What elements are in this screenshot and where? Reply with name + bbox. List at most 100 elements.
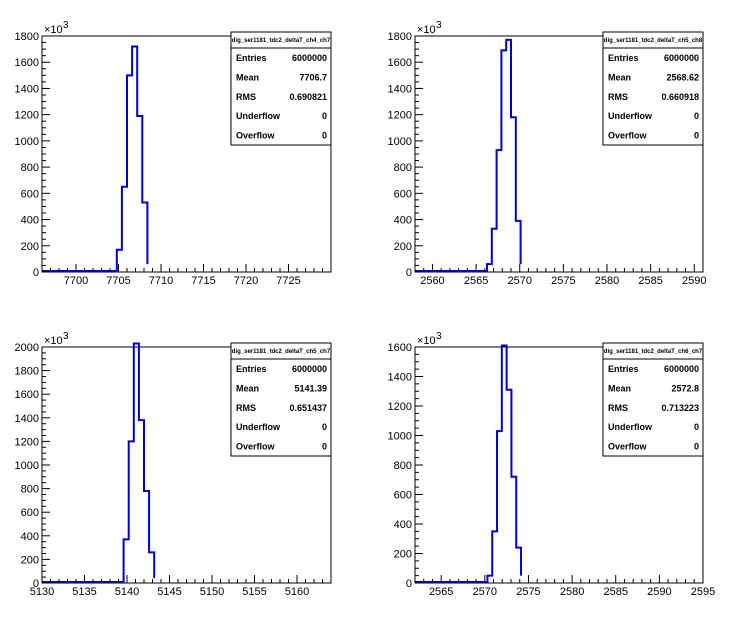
y-tick-label: 1400 — [388, 83, 412, 95]
y-tick-label: 600 — [394, 490, 412, 502]
stats-label-overflow: Overflow — [236, 442, 276, 452]
x-tick-label: 2585 — [603, 586, 627, 598]
y-tick-label: 1400 — [15, 83, 39, 95]
y-tick-label: 1000 — [15, 136, 39, 148]
y-tick-label: 200 — [394, 549, 412, 561]
stats-value-rms: 0.690821 — [289, 92, 327, 102]
histogram-line — [415, 344, 523, 583]
stats-title: dig_ser1181_tdc2_deltaT_ch5_ch8 — [604, 38, 703, 44]
y-tick-label: 1800 — [15, 31, 39, 43]
x-tick-label: 2570 — [507, 275, 531, 287]
stats-value-overflow: 0 — [322, 131, 327, 141]
y-tick-label: 600 — [394, 188, 412, 200]
y-tick-label: 2000 — [15, 342, 39, 354]
stats-value-entries: 6000000 — [664, 53, 699, 63]
y-tick-label: 0 — [33, 267, 39, 279]
stats-label-mean: Mean — [608, 383, 631, 393]
stats-value-rms: 0.660918 — [661, 92, 699, 102]
x-tick-label: 2560 — [420, 275, 444, 287]
stats-label-overflow: Overflow — [608, 131, 648, 141]
stats-label-overflow: Overflow — [608, 442, 648, 452]
stats-label-rms: RMS — [608, 403, 628, 413]
y-tick-label: 200 — [21, 554, 39, 566]
histogram-panel-2: 2560 2565 2570 2575 2580 2585 2590 0 200 400 600 80… — [388, 20, 707, 287]
x-tick-label: 5130 — [30, 586, 54, 598]
y-tick-label: 1400 — [388, 372, 412, 384]
stats-label-rms: RMS — [608, 92, 628, 102]
y-tick-label: 400 — [394, 519, 412, 531]
stats-value-underflow: 0 — [322, 111, 327, 121]
stats-label-underflow: Underflow — [608, 111, 653, 121]
stats-value-mean: 2572.8 — [671, 383, 699, 393]
x-tick-label: 7715 — [191, 275, 215, 287]
x-tick-label: 2595 — [691, 586, 715, 598]
histogram-panel-3: 5130 5135 5140 5145 5150 5155 5160 0 200 400 600 80… — [15, 331, 332, 598]
stats-value-rms: 0.713223 — [661, 403, 699, 413]
y-tick-label: 1000 — [388, 136, 412, 148]
x-tick-label: 5140 — [115, 586, 139, 598]
x-tick-label: 2580 — [560, 586, 584, 598]
y-multiplier-label: ×10 — [44, 24, 63, 36]
y-tick-label: 1600 — [15, 389, 39, 401]
stats-label-rms: RMS — [236, 92, 256, 102]
y-tick-label: 800 — [394, 460, 412, 472]
y-multiplier-label: ×10 — [417, 24, 436, 36]
y-tick-label: 1200 — [15, 110, 39, 122]
stats-value-rms: 0.651437 — [289, 403, 327, 413]
y-tick-label: 0 — [406, 267, 412, 279]
stats-value-underflow: 0 — [694, 422, 699, 432]
stats-label-mean: Mean — [608, 72, 631, 82]
x-tick-label: 2590 — [647, 586, 671, 598]
x-tick-label: 2570 — [473, 586, 497, 598]
stats-label-underflow: Underflow — [236, 111, 281, 121]
y-exponent-label: 3 — [63, 20, 69, 31]
stats-label-rms: RMS — [236, 403, 256, 413]
stats-box — [230, 31, 332, 146]
stats-value-mean: 2568.62 — [666, 72, 699, 82]
x-tick-label: 2575 — [551, 275, 575, 287]
y-exponent-label: 3 — [436, 20, 442, 31]
x-tick-label: 5135 — [72, 586, 96, 598]
y-tick-label: 1800 — [388, 31, 412, 43]
y-tick-label: 1800 — [15, 366, 39, 378]
histogram-line — [415, 38, 522, 272]
y-tick-label: 400 — [21, 215, 39, 227]
stats-label-entries: Entries — [236, 364, 267, 374]
x-tick-label: 5155 — [242, 586, 266, 598]
y-tick-label: 1200 — [388, 401, 412, 413]
stats-value-overflow: 0 — [694, 131, 699, 141]
y-tick-label: 600 — [21, 188, 39, 200]
stats-label-underflow: Underflow — [236, 422, 281, 432]
histogram-panel-4: 2565 2570 2575 2580 2585 2590 2595 0 200 400 600 80… — [388, 331, 716, 598]
y-exponent-label: 3 — [63, 331, 69, 342]
x-tick-label: 5150 — [200, 586, 224, 598]
y-tick-label: 1000 — [15, 460, 39, 472]
stats-box — [230, 342, 332, 457]
x-tick-label: 5160 — [285, 586, 309, 598]
y-tick-label: 400 — [394, 215, 412, 227]
stats-label-underflow: Underflow — [608, 422, 653, 432]
stats-title: dig_ser1181_tdc2_deltaT_ch5_ch7 — [232, 349, 331, 355]
stats-value-entries: 6000000 — [292, 364, 327, 374]
stats-value-overflow: 0 — [694, 442, 699, 452]
histogram-line — [42, 342, 156, 583]
stats-label-entries: Entries — [608, 364, 639, 374]
y-tick-label: 600 — [21, 507, 39, 519]
y-tick-label: 800 — [394, 162, 412, 174]
stats-title: dig_ser1181_tdc2_deltaT_ch4_ch7 — [232, 38, 331, 44]
stats-label-entries: Entries — [236, 53, 267, 63]
x-tick-label: 2580 — [595, 275, 619, 287]
x-tick-label: 2590 — [682, 275, 706, 287]
stats-value-entries: 6000000 — [664, 364, 699, 374]
x-tick-label: 5145 — [157, 586, 181, 598]
x-tick-label: 7725 — [276, 275, 300, 287]
y-tick-label: 1600 — [388, 342, 412, 354]
y-tick-label: 200 — [21, 241, 39, 253]
stats-label-overflow: Overflow — [236, 131, 276, 141]
y-tick-label: 1000 — [388, 431, 412, 443]
y-tick-label: 800 — [21, 162, 39, 174]
y-tick-label: 1600 — [15, 57, 39, 69]
y-multiplier-label: ×10 — [44, 335, 63, 347]
x-tick-label: 2565 — [464, 275, 488, 287]
